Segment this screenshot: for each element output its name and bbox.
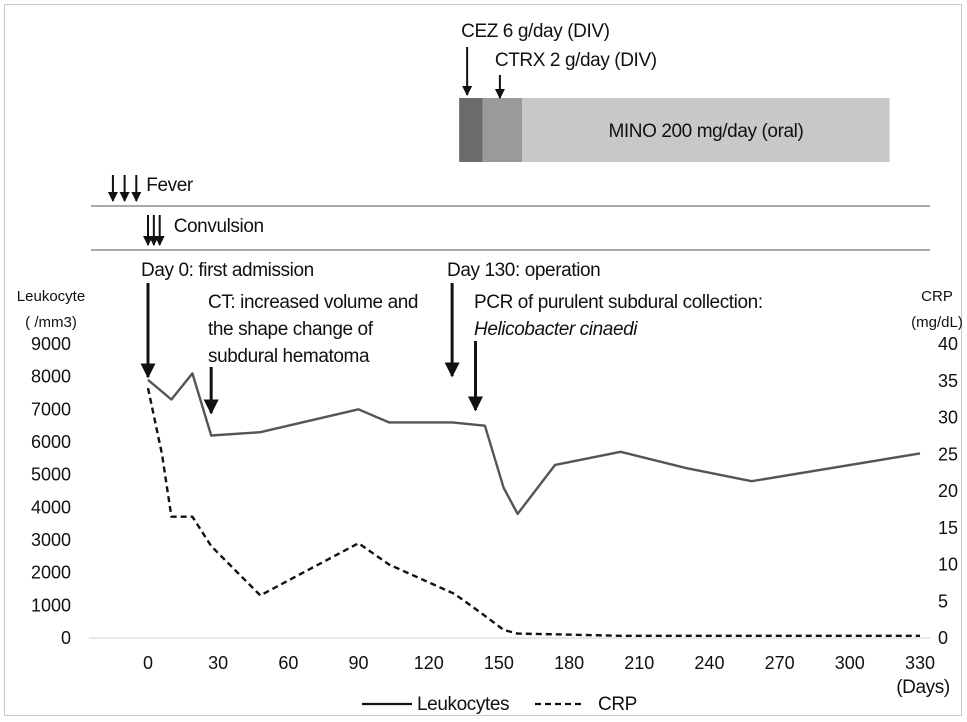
x-tick-label: 0 xyxy=(143,653,153,673)
x-tick-label: 330 xyxy=(905,653,935,673)
x-tick-label: 300 xyxy=(835,653,865,673)
clinical-course-chart: MINO 200 mg/day (oral) CEZ 6 g/day (DIV)… xyxy=(5,5,963,717)
left-tick-label: 4000 xyxy=(31,497,71,517)
left-tick-label: 2000 xyxy=(31,563,71,583)
ct-annotation-line2: the shape change of xyxy=(208,319,374,340)
legend-label-crp: CRP xyxy=(598,694,637,715)
left-tick-label: 3000 xyxy=(31,530,71,550)
crp-series-line xyxy=(148,388,920,636)
x-axis-ticks: 0 30 60 90 120 150 180 210 240 270 300 330 xyxy=(143,653,935,673)
right-tick-label: 35 xyxy=(938,371,958,391)
day0-annotation: Day 0: first admission xyxy=(141,260,314,281)
ctrx-treatment-bar xyxy=(483,98,523,162)
cez-label: CEZ 6 g/day (DIV) xyxy=(461,21,609,42)
right-tick-label: 0 xyxy=(938,628,948,648)
mino-label: MINO 200 mg/day (oral) xyxy=(608,121,803,142)
x-tick-label: 90 xyxy=(349,653,369,673)
x-axis-unit-label: (Days) xyxy=(896,677,950,698)
day130-annotation: Day 130: operation xyxy=(447,260,600,281)
right-tick-label: 25 xyxy=(938,444,958,464)
right-axis-ticks: 0 5 10 15 20 25 30 35 40 xyxy=(938,334,958,648)
chart-frame: MINO 200 mg/day (oral) CEZ 6 g/day (DIV)… xyxy=(4,4,962,716)
left-tick-label: 1000 xyxy=(31,595,71,615)
left-tick-label: 5000 xyxy=(31,465,71,485)
right-axis-title-line1: CRP xyxy=(921,288,953,305)
ct-annotation-line1: CT: increased volume and xyxy=(208,292,418,313)
right-tick-label: 5 xyxy=(938,591,948,611)
x-tick-label: 150 xyxy=(484,653,514,673)
right-tick-label: 40 xyxy=(938,334,958,354)
ct-annotation-line3: subdural hematoma xyxy=(208,346,370,367)
right-tick-label: 30 xyxy=(938,408,958,428)
convulsion-arrows xyxy=(148,215,160,245)
x-tick-label: 240 xyxy=(694,653,724,673)
left-tick-label: 7000 xyxy=(31,399,71,419)
treatment-bars: MINO 200 mg/day (oral) xyxy=(459,98,889,162)
x-tick-label: 270 xyxy=(765,653,795,673)
ctrx-label: CTRX 2 g/day (DIV) xyxy=(495,50,657,71)
right-tick-label: 10 xyxy=(938,555,958,575)
left-tick-label: 0 xyxy=(61,628,71,648)
x-tick-label: 120 xyxy=(414,653,444,673)
left-axis-ticks: 0 1000 2000 3000 4000 5000 6000 7000 8000 9000 xyxy=(31,334,71,648)
legend-label-leukocytes: Leukocytes xyxy=(417,694,509,715)
left-tick-label: 9000 xyxy=(31,334,71,354)
fever-arrows xyxy=(113,175,136,201)
left-tick-label: 8000 xyxy=(31,367,71,387)
x-tick-label: 60 xyxy=(278,653,298,673)
left-axis-title-line2: ( /mm3) xyxy=(25,314,77,331)
right-axis-title-line2: (mg/dL) xyxy=(911,314,963,331)
leukocytes-series-line xyxy=(148,373,920,514)
fever-label: Fever xyxy=(146,175,194,196)
x-tick-label: 180 xyxy=(554,653,584,673)
left-tick-label: 6000 xyxy=(31,432,71,452)
legend: Leukocytes CRP xyxy=(362,694,637,715)
pcr-annotation-line2: Helicobacter cinaedi xyxy=(474,319,638,340)
left-axis-title-line1: Leukocyte xyxy=(17,288,85,305)
series-layer xyxy=(148,373,920,636)
pcr-annotation-line1: PCR of purulent subdural collection: xyxy=(474,292,763,313)
convulsion-label: Convulsion xyxy=(174,216,264,237)
x-tick-label: 210 xyxy=(624,653,654,673)
right-tick-label: 20 xyxy=(938,481,958,501)
right-tick-label: 15 xyxy=(938,518,958,538)
cez-treatment-bar xyxy=(459,98,482,162)
x-tick-label: 30 xyxy=(208,653,228,673)
